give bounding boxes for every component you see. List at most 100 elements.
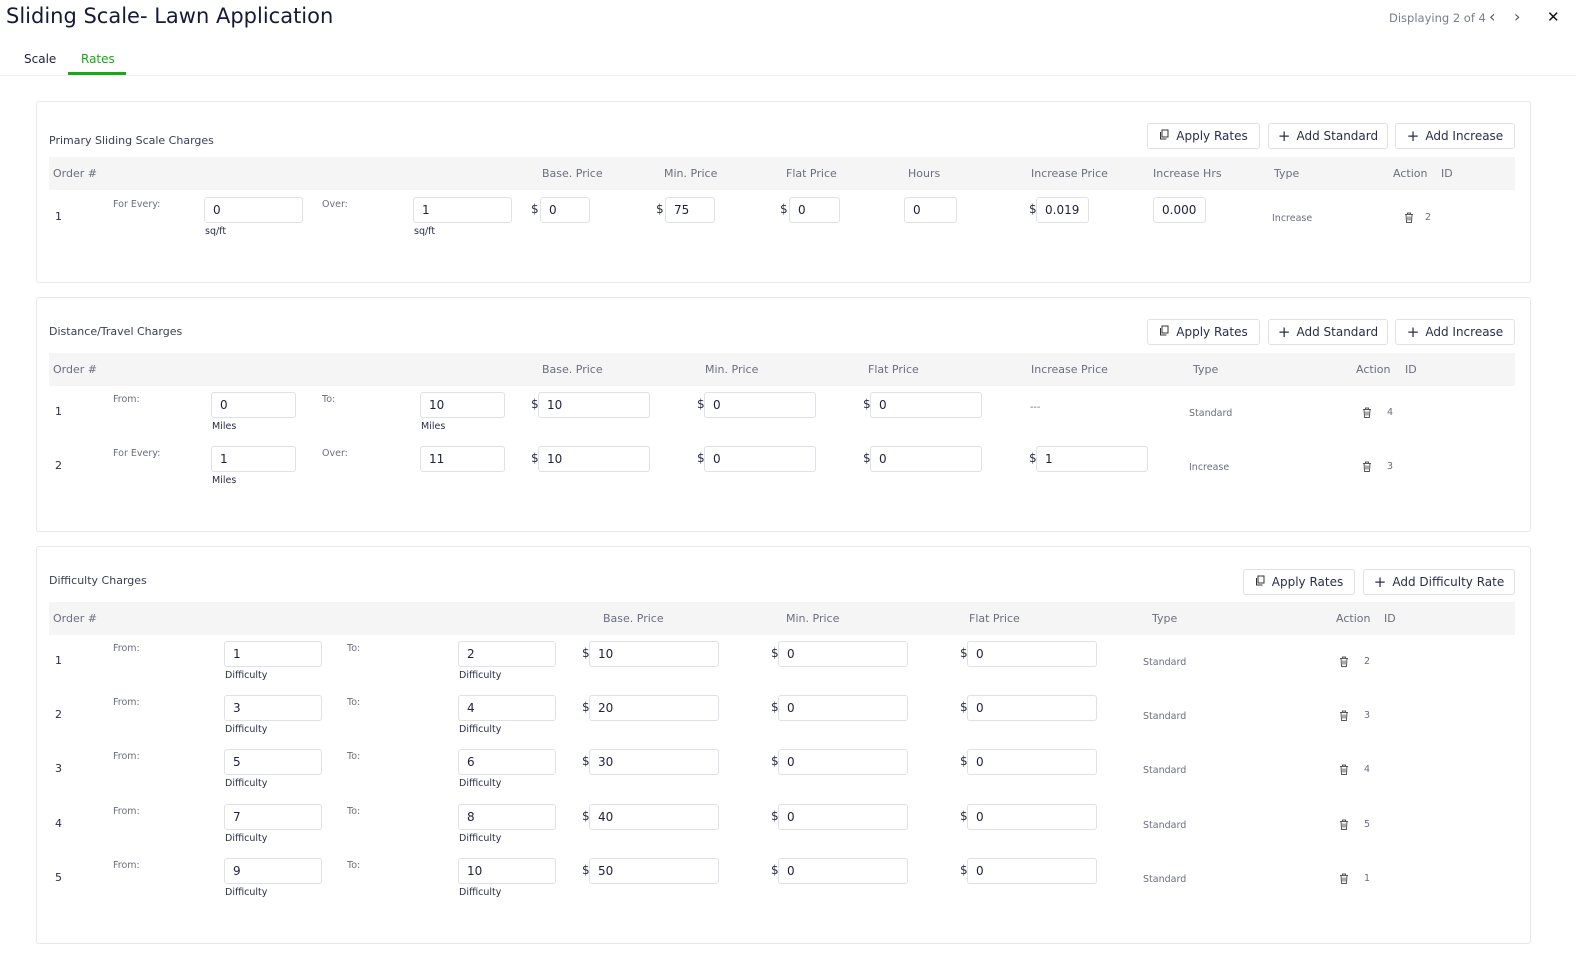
- min-input[interactable]: [704, 446, 816, 472]
- apply-rates-button[interactable]: Apply Rates: [1147, 123, 1260, 149]
- min-input[interactable]: [665, 197, 715, 223]
- from-label: For Every:: [113, 199, 161, 210]
- next-chevron-icon[interactable]: ›: [1514, 7, 1521, 26]
- to-input[interactable]: [458, 858, 556, 884]
- column-header: Action: [1356, 363, 1391, 376]
- trash-icon[interactable]: [1339, 706, 1349, 725]
- min-input[interactable]: [778, 749, 908, 775]
- base-input[interactable]: [589, 641, 719, 667]
- add-standard-button[interactable]: + Add Standard: [1268, 123, 1388, 149]
- min-input[interactable]: [778, 858, 908, 884]
- to-unit: Difficulty: [459, 724, 502, 735]
- hours-input[interactable]: [904, 197, 957, 223]
- increase-hrs-input[interactable]: [1153, 197, 1206, 223]
- order-number: 1: [55, 654, 62, 667]
- trash-icon[interactable]: [1339, 815, 1349, 834]
- section-card: [36, 546, 1531, 944]
- type-label: Increase: [1189, 462, 1230, 473]
- flat-input[interactable]: [870, 392, 982, 418]
- flat-input[interactable]: [967, 858, 1097, 884]
- add-increase-button[interactable]: + Add Increase: [1395, 319, 1515, 345]
- flat-input[interactable]: [870, 446, 982, 472]
- column-header: Min. Price: [664, 167, 718, 180]
- to-label: To:: [347, 751, 361, 762]
- to-unit: Difficulty: [459, 670, 502, 681]
- table-header: [49, 157, 1515, 190]
- close-icon[interactable]: ✕: [1547, 8, 1560, 26]
- from-input[interactable]: [224, 858, 322, 884]
- to-input[interactable]: [413, 197, 512, 223]
- increase-price-input[interactable]: [1036, 446, 1148, 472]
- flat-input[interactable]: [789, 197, 840, 223]
- from-input[interactable]: [224, 695, 322, 721]
- copy-icon: [1159, 325, 1170, 339]
- base-input[interactable]: [589, 858, 719, 884]
- dollar-sign: $: [582, 646, 590, 660]
- flat-input[interactable]: [967, 749, 1097, 775]
- apply-rates-button[interactable]: Apply Rates: [1243, 569, 1355, 595]
- column-header: Order #: [53, 363, 97, 376]
- to-input[interactable]: [458, 695, 556, 721]
- min-input[interactable]: [778, 804, 908, 830]
- from-input[interactable]: [204, 197, 303, 223]
- min-input[interactable]: [778, 695, 908, 721]
- dollar-sign: $: [771, 700, 779, 714]
- button-label: Apply Rates: [1271, 575, 1344, 589]
- from-input[interactable]: [224, 749, 322, 775]
- add-standard-button[interactable]: + Add Standard: [1268, 319, 1388, 345]
- base-input[interactable]: [538, 392, 650, 418]
- trash-icon[interactable]: [1339, 652, 1349, 671]
- base-input[interactable]: [589, 695, 719, 721]
- dollar-sign: $: [863, 397, 871, 411]
- increase-price-input[interactable]: [1036, 197, 1089, 223]
- to-label: Over:: [322, 199, 348, 210]
- order-number: 4: [55, 817, 62, 830]
- section-title: Primary Sliding Scale Charges: [49, 134, 214, 147]
- to-input[interactable]: [458, 804, 556, 830]
- from-input[interactable]: [211, 446, 296, 472]
- column-header: Base. Price: [542, 167, 603, 180]
- trash-icon[interactable]: [1362, 403, 1372, 422]
- to-input[interactable]: [420, 446, 505, 472]
- to-input[interactable]: [458, 641, 556, 667]
- plus-icon: +: [1406, 322, 1420, 341]
- from-unit: sq/ft: [205, 226, 227, 237]
- column-header: Order #: [53, 167, 97, 180]
- dollar-sign: $: [780, 202, 788, 216]
- trash-icon[interactable]: [1404, 208, 1414, 227]
- tab-rates[interactable]: Rates: [81, 52, 115, 66]
- base-input[interactable]: [589, 749, 719, 775]
- trash-icon[interactable]: [1362, 457, 1372, 476]
- trash-icon[interactable]: [1339, 869, 1349, 888]
- button-label: Add Standard: [1296, 129, 1379, 143]
- column-header: Type: [1193, 363, 1219, 376]
- dollar-sign: $: [960, 809, 968, 823]
- flat-input[interactable]: [967, 641, 1097, 667]
- min-input[interactable]: [778, 641, 908, 667]
- apply-rates-button[interactable]: Apply Rates: [1147, 319, 1260, 345]
- min-input[interactable]: [704, 392, 816, 418]
- tab-scale[interactable]: Scale: [24, 52, 57, 66]
- from-input[interactable]: [224, 804, 322, 830]
- base-input[interactable]: [589, 804, 719, 830]
- flat-input[interactable]: [967, 695, 1097, 721]
- table-header: [49, 353, 1515, 386]
- from-input[interactable]: [211, 392, 296, 418]
- tab-divider: [0, 75, 1576, 76]
- dollar-sign: $: [656, 202, 664, 216]
- column-header: Order #: [53, 612, 97, 625]
- add-increase-button[interactable]: + Add Increase: [1395, 123, 1515, 149]
- prev-chevron-icon[interactable]: ‹: [1489, 7, 1496, 26]
- base-input[interactable]: [540, 197, 590, 223]
- from-input[interactable]: [224, 641, 322, 667]
- dollar-sign: $: [771, 809, 779, 823]
- section-card: [36, 101, 1531, 283]
- row-id: 4: [1364, 764, 1371, 775]
- base-input[interactable]: [538, 446, 650, 472]
- to-input[interactable]: [420, 392, 505, 418]
- add-difficulty-rate-button[interactable]: + Add Difficulty Rate: [1363, 569, 1515, 595]
- trash-icon[interactable]: [1339, 760, 1349, 779]
- flat-input[interactable]: [967, 804, 1097, 830]
- type-label: Standard: [1143, 765, 1187, 776]
- to-input[interactable]: [458, 749, 556, 775]
